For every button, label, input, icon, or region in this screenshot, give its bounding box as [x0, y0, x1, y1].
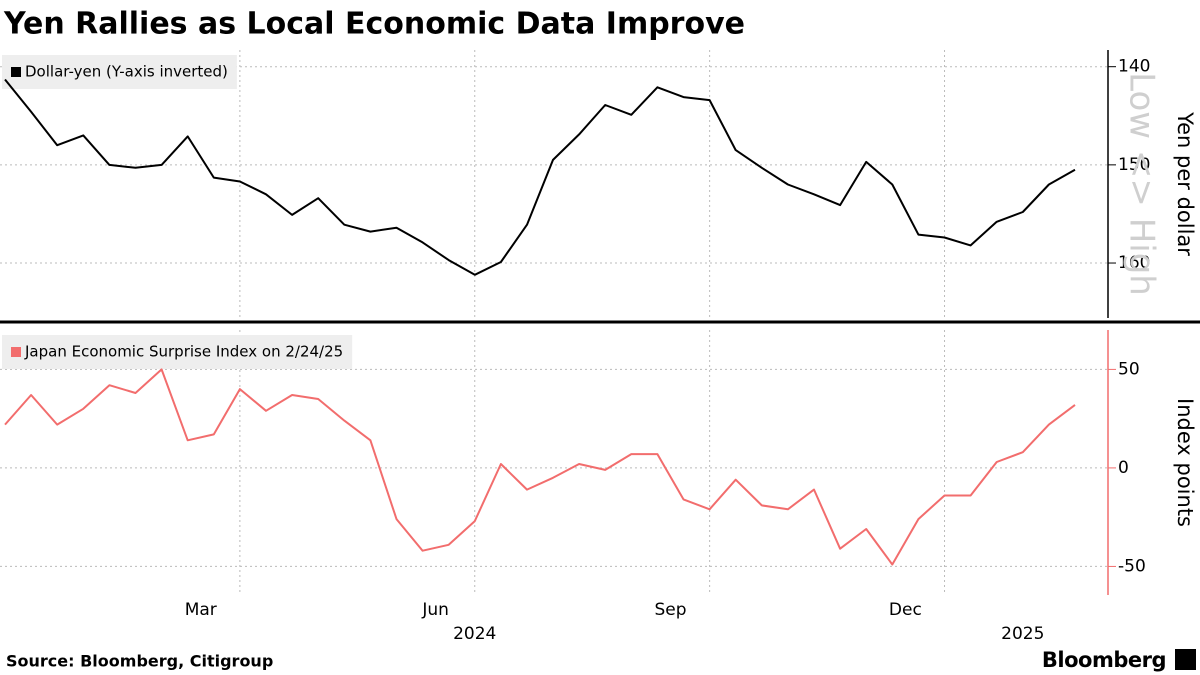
- legend-swatch: [11, 67, 21, 77]
- legend-label: Japan Economic Surprise Index on 2/24/25: [24, 343, 343, 361]
- y-axis-label: Index points: [1173, 398, 1197, 527]
- x-tick-label: Dec: [889, 600, 922, 620]
- line-series: [4, 78, 1076, 276]
- line-series: [4, 368, 1076, 566]
- legend-bg: [2, 335, 353, 369]
- y-tick-label: 50: [1118, 359, 1140, 379]
- x-tick-label: Mar: [185, 600, 217, 620]
- y-axis-label: Yen per dollar: [1173, 111, 1197, 256]
- y-tick-label: 150: [1118, 155, 1150, 175]
- y-tick-label: -50: [1118, 556, 1146, 576]
- legend-label: Dollar-yen (Y-axis inverted): [25, 63, 228, 81]
- annotation: Low <> High: [1122, 72, 1162, 296]
- x-tick-label: Jun: [421, 600, 449, 620]
- source: Source: Bloomberg, Citigroup: [6, 652, 273, 671]
- chart-title: Yen Rallies as Local Economic Data Impro…: [3, 7, 745, 42]
- legend: Japan Economic Surprise Index on 2/24/25: [11, 343, 343, 361]
- legend-bg: [2, 55, 237, 89]
- brand-icon: [1175, 649, 1196, 670]
- y-tick-label: 140: [1118, 57, 1150, 77]
- x-year-label: 2024: [453, 624, 496, 644]
- x-tick-label: Sep: [654, 600, 686, 620]
- brand: Bloomberg: [1042, 648, 1166, 672]
- x-year-label: 2025: [1001, 624, 1044, 644]
- legend-swatch: [11, 347, 21, 357]
- y-tick-label: 0: [1118, 458, 1129, 478]
- legend: Dollar-yen (Y-axis inverted): [11, 63, 228, 81]
- y-tick-label: 160: [1118, 253, 1150, 273]
